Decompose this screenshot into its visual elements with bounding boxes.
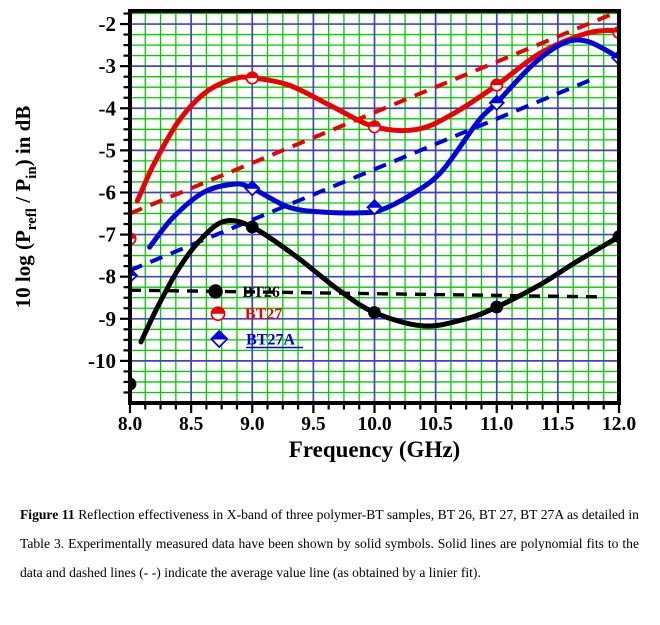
plot-frame [128, 9, 621, 405]
fit-curves [134, 27, 619, 345]
legend-label-BT27A: BT27A [246, 332, 295, 349]
figure-caption: Figure 11 Reflection effectiveness in X-… [20, 500, 639, 587]
caption-text: Reflection effectiveness in X-band of th… [20, 507, 639, 580]
x-tick-label: 10.5 [419, 414, 453, 435]
y-tick-label: -8 [99, 265, 117, 289]
y-axis-title: 10 log (Prefl / Pin) in dB [11, 106, 40, 309]
x-tick-label: 8.0 [118, 414, 142, 435]
x-axis-title-text: Frequency (GHz) [289, 437, 460, 462]
y-tick-label: -6 [99, 180, 117, 204]
y-tick-labels: -2 -3 -4 -5 -6 -7 -8 -9 -10 [88, 12, 116, 373]
data-points [130, 25, 619, 391]
chart-svg: BT26 BT27 BT27A 8.0 8.5 9.0 9.5 10.0 10.5 11.0 11.… [11, 9, 636, 462]
x-tick-label: 9.5 [301, 414, 326, 435]
y-tick-label: -2 [99, 12, 117, 36]
y-tick-label: -4 [99, 96, 117, 120]
x-tick-label: 9.0 [240, 414, 264, 435]
legend-row-BT27: BT27 [210, 306, 282, 323]
x-tick-label: 11.5 [541, 414, 574, 435]
x-tick-label: 8.5 [179, 414, 204, 435]
y-tick-label: -7 [99, 223, 117, 247]
x-tick-label: 12.0 [602, 414, 636, 435]
legend-row-BT26: BT26 [208, 284, 280, 301]
fit-curve-BT27A [147, 37, 619, 250]
y-tick-label: -5 [99, 138, 117, 162]
legend: BT26 BT27 BT27A [208, 284, 304, 349]
y-tick-label: -9 [99, 307, 117, 331]
avg-line-BT27A [130, 76, 596, 273]
y-axis-title-text: 10 log (Prefl / Pin) in dB [11, 106, 40, 309]
x-tick-label: 11.0 [480, 414, 513, 435]
legend-label-BT27: BT27 [245, 306, 282, 323]
y-tick-label: -10 [88, 349, 116, 373]
legend-label-BT26: BT26 [242, 284, 279, 301]
fit-curve-BT26 [138, 218, 619, 345]
x-tick-labels: 8.0 8.5 9.0 9.5 10.0 10.5 11.0 11.5 12.0 [118, 414, 636, 435]
x-tick-label: 10.0 [357, 414, 391, 435]
legend-row-BT27A: BT27A [210, 329, 304, 349]
axis-ticks [120, 12, 621, 413]
x-axis-title: Frequency (GHz) [289, 437, 460, 462]
caption-label: Figure 11 [20, 507, 75, 522]
y-tick-label: -3 [99, 54, 117, 78]
